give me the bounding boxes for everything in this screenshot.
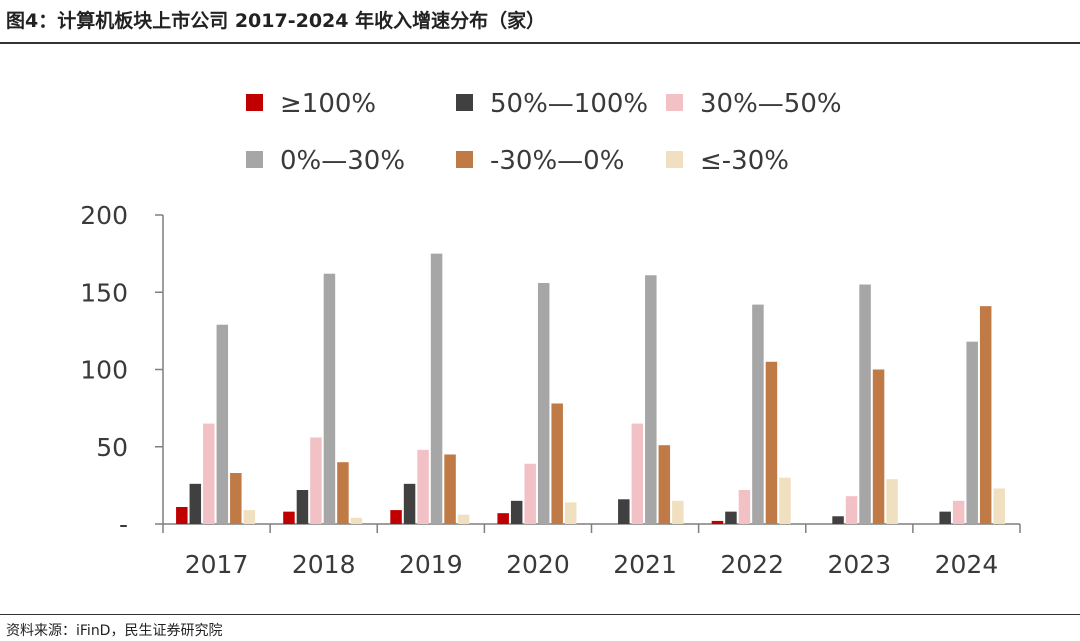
x-tick-label: 2019 bbox=[399, 550, 463, 579]
bar bbox=[711, 520, 724, 524]
bar bbox=[832, 516, 844, 524]
bar bbox=[230, 473, 242, 524]
bar bbox=[765, 361, 778, 524]
bar bbox=[993, 488, 1005, 524]
bar bbox=[779, 477, 791, 524]
bar bbox=[243, 510, 256, 524]
bar bbox=[403, 483, 416, 524]
bar bbox=[952, 500, 965, 524]
bar bbox=[497, 513, 509, 524]
bar bbox=[645, 275, 657, 524]
bar bbox=[886, 479, 898, 524]
bar bbox=[551, 403, 563, 524]
bar bbox=[510, 500, 523, 524]
chart-axes: - 50 100 150 200 2017 2018 2019 2020 2021 2022 2023… bbox=[80, 201, 1021, 579]
chart-legend: ≥100% 50%—100% 30%—50% 0%—30% -30%—0% ≤-30% bbox=[246, 89, 842, 176]
bar bbox=[524, 463, 536, 524]
legend-label: 0%—30% bbox=[280, 146, 405, 176]
bar bbox=[417, 449, 429, 524]
bar bbox=[966, 341, 978, 524]
bar bbox=[203, 423, 215, 524]
legend-label: ≤-30% bbox=[700, 146, 789, 176]
bar bbox=[337, 462, 349, 524]
bar bbox=[979, 306, 992, 524]
title-divider bbox=[0, 42, 1080, 44]
bar bbox=[631, 423, 644, 524]
legend-label: 50%—100% bbox=[490, 89, 648, 119]
bar bbox=[390, 510, 402, 524]
bar bbox=[430, 253, 443, 524]
x-tick-label: 2023 bbox=[828, 550, 892, 579]
legend-swatch bbox=[246, 94, 263, 111]
x-tick-label: 2022 bbox=[720, 550, 784, 579]
source-note: 资料来源：iFinD，民生证券研究院 bbox=[6, 623, 223, 639]
x-tick-label: 2018 bbox=[292, 550, 356, 579]
bar-chart: ≥100% 50%—100% 30%—50% 0%—30% -30%—0% ≤-30% -… bbox=[80, 89, 1021, 579]
bar bbox=[939, 511, 951, 524]
bar bbox=[872, 369, 885, 524]
bar bbox=[537, 282, 550, 524]
chart-bars bbox=[176, 253, 1005, 524]
bar bbox=[216, 324, 229, 524]
legend-label: 30%—50% bbox=[700, 89, 842, 119]
y-tick-label: - bbox=[119, 510, 128, 539]
bar bbox=[296, 490, 309, 524]
bar bbox=[457, 514, 470, 524]
bar bbox=[752, 304, 764, 524]
x-tick-label: 2021 bbox=[613, 550, 677, 579]
bar bbox=[859, 284, 871, 524]
bar bbox=[738, 490, 751, 524]
y-tick-label: 50 bbox=[96, 433, 128, 462]
bar bbox=[189, 483, 202, 524]
legend-swatch bbox=[246, 151, 263, 168]
y-tick-label: 150 bbox=[80, 278, 128, 307]
bar bbox=[672, 500, 684, 524]
figure-title: 图4：计算机板块上市公司 2017-2024 年收入增速分布（家） bbox=[6, 10, 546, 32]
bar bbox=[310, 437, 322, 524]
bar bbox=[323, 273, 336, 524]
legend-label: -30%—0% bbox=[490, 146, 624, 176]
bar bbox=[658, 445, 671, 524]
bar bbox=[564, 502, 577, 524]
bar bbox=[845, 496, 858, 524]
y-tick-label: 100 bbox=[80, 356, 128, 385]
legend-swatch bbox=[666, 151, 683, 168]
legend-label: ≥100% bbox=[280, 89, 376, 119]
bar bbox=[176, 507, 188, 524]
x-tick-label: 2017 bbox=[185, 550, 249, 579]
legend-swatch bbox=[456, 151, 473, 168]
bar bbox=[725, 511, 737, 524]
legend-swatch bbox=[666, 94, 683, 111]
bar bbox=[283, 511, 295, 524]
x-tick-label: 2020 bbox=[506, 550, 570, 579]
bar bbox=[444, 454, 456, 524]
legend-swatch bbox=[456, 94, 473, 111]
x-tick-label: 2024 bbox=[935, 550, 999, 579]
y-tick-label: 200 bbox=[80, 201, 128, 230]
bar bbox=[618, 499, 630, 524]
bar bbox=[350, 517, 363, 524]
footer-divider bbox=[0, 614, 1080, 615]
